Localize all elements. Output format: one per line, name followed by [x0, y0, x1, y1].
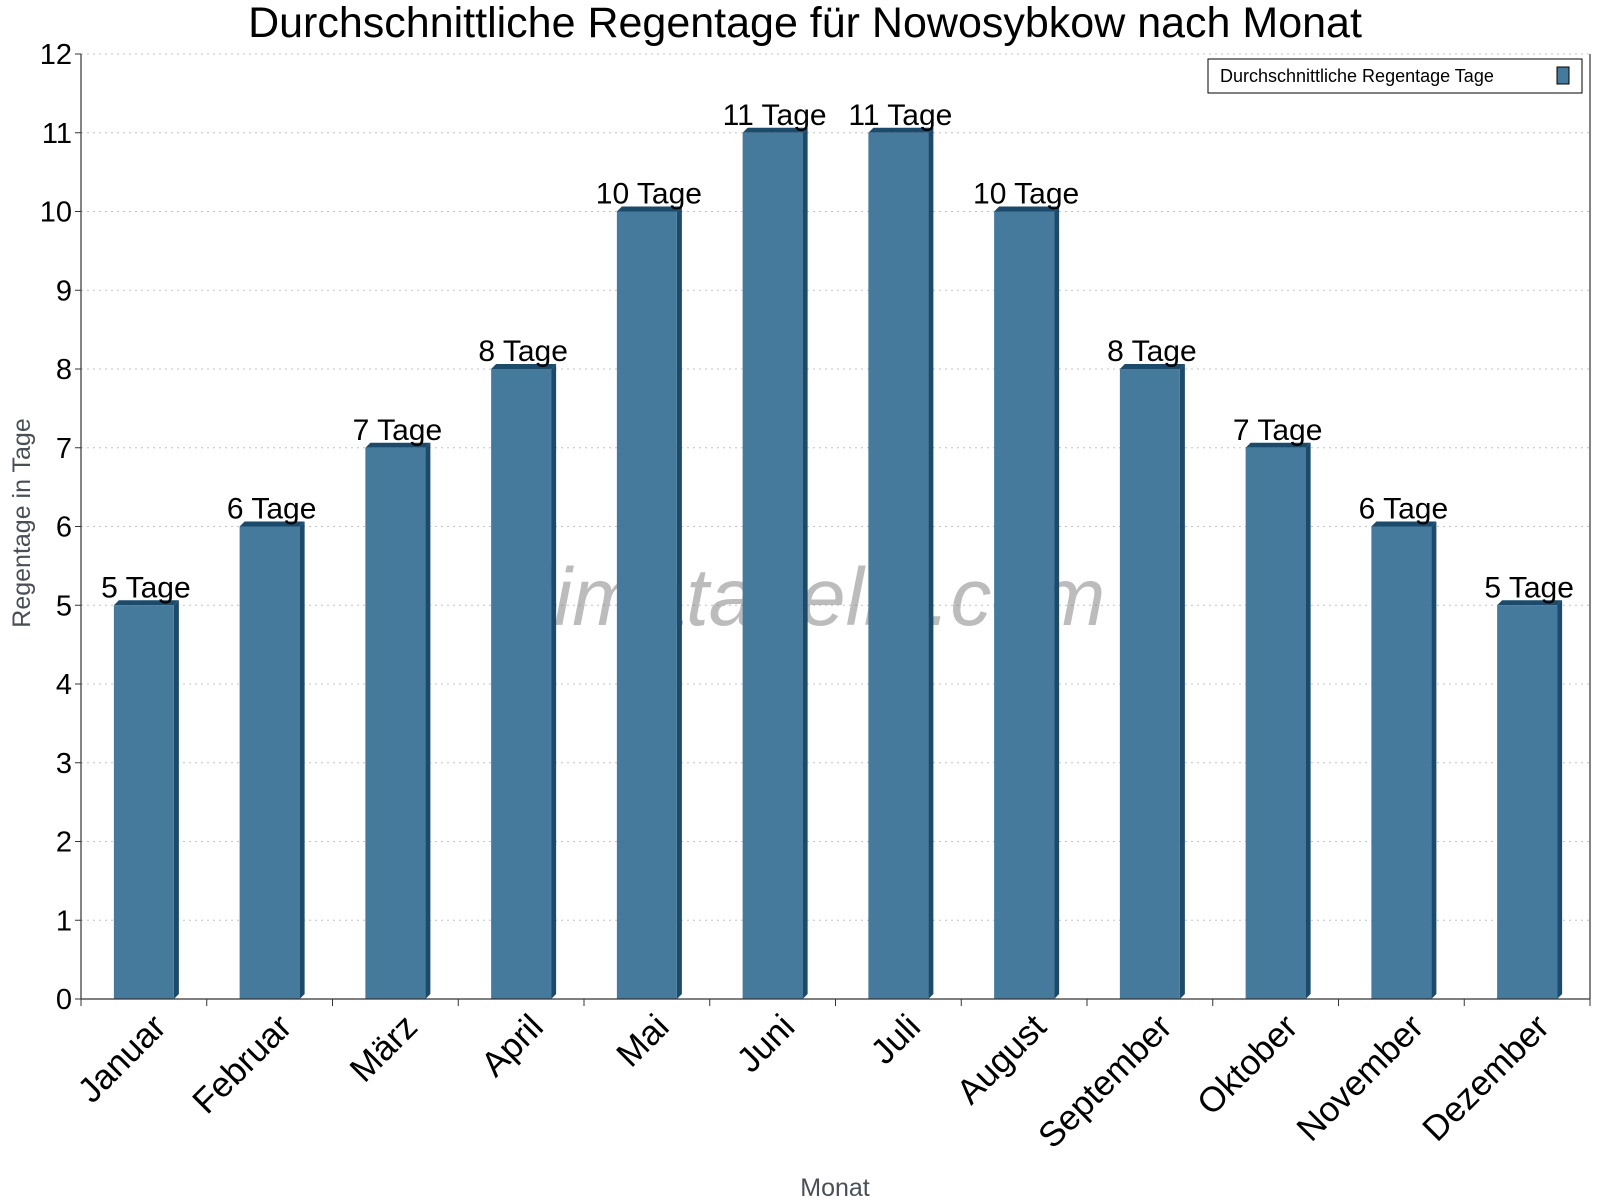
legend-label: Durchschnittliche Regentage Tage — [1220, 66, 1494, 86]
bar-top — [868, 127, 934, 133]
y-tick-label: 8 — [56, 354, 72, 386]
y-tick-label: 4 — [56, 669, 72, 701]
bar-side — [928, 127, 934, 999]
data-label: 5 Tage — [101, 571, 191, 604]
bar-top — [113, 600, 179, 606]
y-tick-label: 11 — [42, 118, 72, 150]
y-tick-label: 3 — [56, 748, 72, 780]
bar-5 — [616, 206, 682, 999]
data-label: 10 Tage — [973, 178, 1079, 211]
legend: Durchschnittliche Regentage Tage — [1207, 58, 1583, 94]
data-label: 11 Tage — [848, 99, 952, 132]
bar-8 — [994, 206, 1060, 999]
x-tick-label: Oktober — [1190, 1007, 1306, 1123]
bar-front — [1245, 447, 1306, 999]
bar-2 — [239, 521, 305, 999]
bar-side — [676, 206, 682, 999]
x-tick-label: August — [949, 1007, 1054, 1112]
y-tick-label: 0 — [56, 984, 72, 1016]
x-tick-label: Januar — [70, 1007, 173, 1110]
bar-3 — [365, 442, 431, 999]
bar-top — [491, 364, 557, 369]
x-tick-label: September — [1031, 1007, 1180, 1156]
bar-front — [1371, 526, 1432, 999]
x-tick-label: Dezember — [1415, 1007, 1557, 1149]
bar-7 — [868, 127, 934, 999]
bar-10 — [1245, 442, 1311, 999]
bar-top — [742, 127, 808, 133]
chart-title: Durchschnittliche Regentage für Nowosybk… — [248, 0, 1362, 47]
bar-side — [1179, 364, 1185, 999]
bar-11 — [1371, 521, 1437, 999]
bar-front — [742, 132, 803, 999]
bar-front — [1497, 605, 1558, 999]
bar-side — [1431, 521, 1437, 999]
data-label: 6 Tage — [1359, 493, 1449, 526]
y-tick-label: 2 — [56, 827, 72, 859]
bar-9 — [1119, 364, 1185, 999]
bar-front — [239, 526, 300, 999]
bar-top — [1119, 364, 1185, 369]
y-tick-label: 1 — [56, 905, 72, 937]
bar-front — [491, 369, 552, 999]
bar-top — [1245, 442, 1311, 448]
y-tick-label: 6 — [56, 512, 72, 544]
x-tick-label: November — [1289, 1007, 1431, 1149]
y-tick-label: 12 — [40, 39, 72, 71]
y-tick-label: 7 — [56, 433, 72, 465]
x-axis-title: Monat — [800, 1174, 870, 1200]
x-tick-label: Februar — [185, 1007, 299, 1121]
bar-side — [551, 364, 557, 999]
y-tick-label: 5 — [56, 590, 72, 622]
bar-front — [1119, 369, 1180, 999]
bar-front — [868, 132, 929, 999]
bar-front — [616, 211, 677, 999]
bar-side — [802, 127, 808, 999]
bar-top — [994, 206, 1060, 212]
data-label: 7 Tage — [1233, 414, 1323, 447]
data-label: 6 Tage — [227, 493, 317, 526]
x-tick-label: Juni — [729, 1007, 802, 1080]
bar-top — [239, 521, 305, 527]
data-label: 11 Tage — [723, 99, 827, 132]
bar-1 — [113, 600, 179, 999]
bar-side — [1305, 442, 1311, 999]
bar-top — [616, 206, 682, 212]
x-tick-label: März — [342, 1007, 425, 1090]
bar-top — [1497, 600, 1563, 606]
bar-side — [1054, 206, 1060, 999]
data-label: 10 Tage — [596, 178, 702, 211]
bar-front — [994, 211, 1055, 999]
data-label: 8 Tage — [1107, 335, 1197, 368]
bar-side — [173, 600, 179, 999]
legend-swatch — [1556, 66, 1570, 85]
bar-front — [113, 605, 174, 999]
bar-side — [425, 442, 431, 999]
legend-box — [1207, 58, 1583, 94]
data-label: 7 Tage — [353, 414, 443, 447]
y-tick-label: 9 — [56, 275, 72, 307]
bar-top — [1371, 521, 1437, 527]
bar-side — [1557, 600, 1563, 999]
y-tick-label: 10 — [40, 197, 72, 229]
bar-4 — [491, 364, 557, 999]
bar-top — [365, 442, 431, 448]
data-label: 8 Tage — [478, 335, 568, 368]
y-axis-title: Regentage in Tage — [8, 418, 36, 627]
x-tick-label: April — [474, 1007, 551, 1084]
x-tick-label: Mai — [609, 1007, 676, 1074]
bar-front — [365, 447, 426, 999]
bar-side — [299, 521, 305, 999]
bar-6 — [742, 127, 808, 999]
data-label: 5 Tage — [1484, 571, 1574, 604]
bar-12 — [1497, 600, 1563, 999]
x-tick-label: Juli — [863, 1007, 928, 1072]
